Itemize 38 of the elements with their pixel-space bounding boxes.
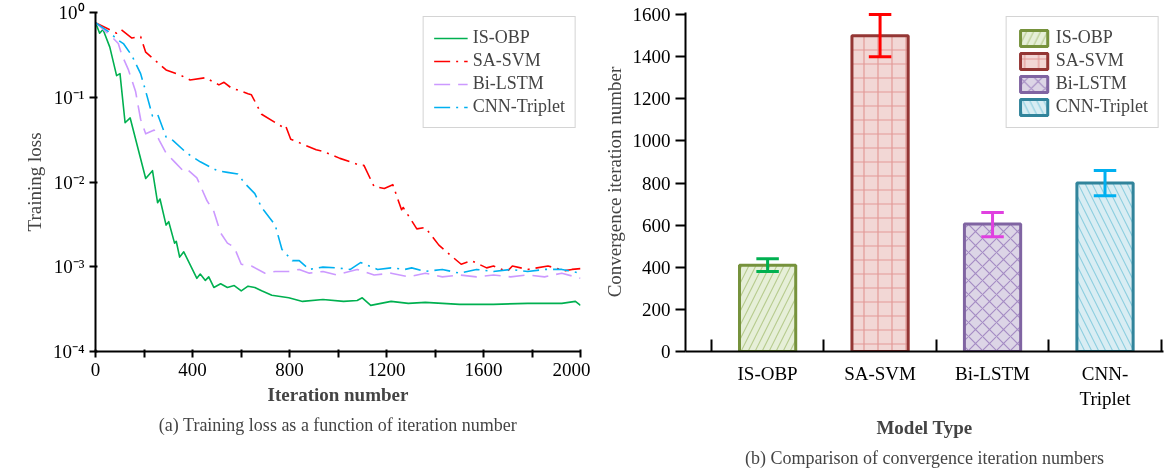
y-tick-label: 400 <box>642 256 671 278</box>
y-tick-label: 10⁻³ <box>53 256 85 278</box>
legend-label: CNN-Triplet <box>472 96 565 117</box>
legend-label: Bi-LSTM <box>472 73 544 94</box>
legend-label: SA-SVM <box>1055 50 1124 71</box>
x-axis-title: Iteration number <box>267 383 410 405</box>
y-tick-label: 1000 <box>632 130 671 152</box>
y-tick-label: 1400 <box>632 46 671 68</box>
x-tick-label: CNN-Triplet <box>1079 362 1132 409</box>
y-tick-label: 10⁻² <box>53 171 85 193</box>
x-tick-label: 1200 <box>367 358 406 380</box>
y-axis-title: Training loss <box>23 132 45 232</box>
x-axis-title: Model Type <box>876 416 973 438</box>
y-tick-label: 800 <box>642 172 671 194</box>
x-tick-label: Bi-LSTM <box>955 362 1031 384</box>
y-tick-label: 10⁰ <box>58 2 85 23</box>
x-tick-label: 1600 <box>464 358 503 380</box>
legend-label: CNN-Triplet <box>1055 96 1148 117</box>
text: (a) Training loss as a function of iteration number <box>158 414 517 436</box>
y-tick-label: 600 <box>642 214 671 236</box>
y-tick-label: 10⁻¹ <box>53 86 85 108</box>
legend-label: IS-OBP <box>472 27 530 48</box>
y-tick-label: 1200 <box>632 88 671 110</box>
legend-label: Bi-LSTM <box>1055 73 1127 94</box>
legend-label: IS-OBP <box>1055 27 1113 48</box>
y-tick-label: 200 <box>642 298 671 320</box>
legend-label: SA-SVM <box>472 50 541 71</box>
x-tick-label: 400 <box>178 358 207 380</box>
y-tick-label: 10⁻⁴ <box>52 341 85 362</box>
x-tick-label: IS-OBP <box>737 362 798 384</box>
y-axis-title: Convergence iteration number <box>603 65 625 298</box>
y-tick-label: 0 <box>661 341 671 362</box>
x-tick-label: 800 <box>275 358 304 380</box>
x-tick-label: 2000 <box>552 358 591 380</box>
text: (b) Comparison of convergence iteration numbers <box>744 447 1105 469</box>
x-tick-label: 0 <box>90 358 101 380</box>
y-tick-label: 1600 <box>632 4 671 26</box>
x-tick-label: SA-SVM <box>844 362 917 384</box>
